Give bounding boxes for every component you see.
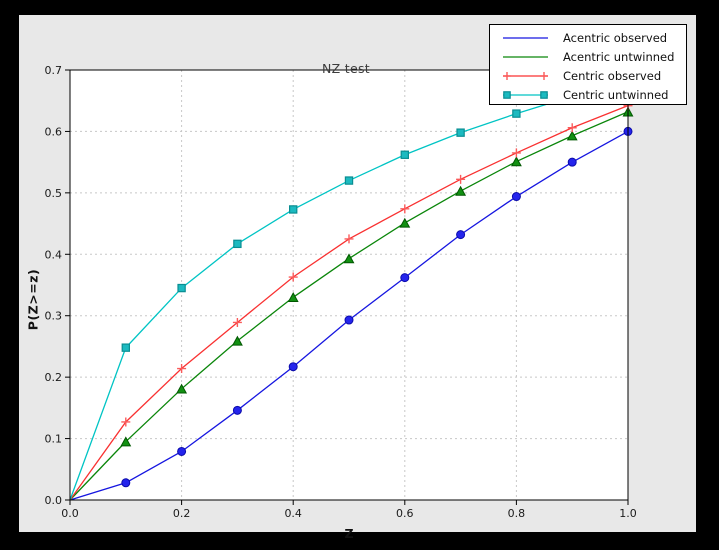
y-tick-label: 0.0 <box>45 494 63 507</box>
x-axis-label: Z <box>344 526 354 541</box>
axes-spines <box>69 69 629 501</box>
triangle-marker <box>455 185 467 196</box>
plot-area: 0.0 0.2 0.4 0.6 0.8 1.0 0.0 0.1 0.2 0.3 0.4 0.5 0.6 0… <box>45 64 637 520</box>
triangle-marker <box>399 217 411 228</box>
series-markers-acentric-untwinned <box>120 106 634 447</box>
legend-entry-centric-untwinned: Centric untwinned <box>490 85 686 104</box>
triangle-marker <box>231 335 243 346</box>
plot-background <box>70 70 628 500</box>
plus-marker <box>232 317 242 327</box>
plus-marker <box>177 364 187 374</box>
circle-marker <box>232 405 242 415</box>
circle-marker <box>456 230 466 240</box>
y-tick-label: 0.3 <box>45 310 63 323</box>
y-tick-label: 0.1 <box>45 433 63 446</box>
plus-marker <box>540 71 548 80</box>
y-tick-label: 0.4 <box>45 248 63 261</box>
legend-sample-centric-untwinned <box>503 90 548 99</box>
plus-marker <box>400 204 410 214</box>
y-tick-label: 0.5 <box>45 187 63 200</box>
plus-marker <box>344 234 354 244</box>
legend-entry-acentric-observed: Acentric observed <box>490 28 686 47</box>
square-marker <box>289 205 298 214</box>
square-marker <box>540 90 548 99</box>
y-tick-label: 0.6 <box>45 125 63 138</box>
plus-marker <box>503 71 511 80</box>
x-tick-label: 0.4 <box>284 507 302 520</box>
figure-canvas: 0.0 0.2 0.4 0.6 0.8 1.0 0.0 0.1 0.2 0.3 0.4 0.5 0.6 0… <box>19 15 696 541</box>
circle-marker <box>567 157 577 167</box>
legend-sample-centric-observed <box>503 71 548 80</box>
legend-sample-acentric-untwinned <box>503 55 548 58</box>
circle-marker <box>511 192 521 202</box>
square-marker <box>503 90 511 99</box>
triangle-marker <box>287 292 299 302</box>
square-marker <box>512 109 521 118</box>
plus-marker <box>567 123 577 133</box>
legend-label: Acentric untwinned <box>563 49 675 64</box>
x-tick-label: 0.8 <box>508 507 526 520</box>
square-marker <box>344 176 354 185</box>
square-marker <box>233 239 242 249</box>
square-marker <box>177 283 186 293</box>
circle-marker <box>288 362 298 372</box>
legend-label: Centric untwinned <box>563 87 669 102</box>
legend-label: Acentric observed <box>563 30 668 45</box>
legend-entry-centric-observed: Centric observed <box>490 66 686 85</box>
triangle-marker <box>120 436 132 447</box>
y-axis-label: P(Z>=z) <box>25 268 41 331</box>
circle-marker <box>344 315 354 325</box>
y-tick-label: 0.7 <box>45 64 63 77</box>
plus-marker <box>456 174 466 184</box>
chart-title: NZ test <box>322 61 370 76</box>
square-marker <box>456 128 465 137</box>
triangle-marker <box>176 383 188 394</box>
triangle-marker <box>566 130 578 141</box>
x-tick-label: 0.2 <box>173 507 191 520</box>
legend-box: Acentric observed Acentric untwinned Centr… <box>489 24 687 105</box>
x-tick-label: 1.0 <box>619 507 637 520</box>
legend-sample-acentric-observed <box>503 36 548 39</box>
series-markers-acentric-observed <box>121 126 633 488</box>
circle-marker <box>400 273 410 283</box>
legend-entry-acentric-untwinned: Acentric untwinned <box>490 47 686 66</box>
square-marker <box>400 150 410 159</box>
triangle-marker <box>343 253 355 264</box>
legend-label: Centric observed <box>563 68 662 83</box>
square-marker <box>121 343 130 352</box>
plus-marker <box>511 148 521 158</box>
plus-marker <box>121 417 131 427</box>
triangle-marker <box>510 156 522 167</box>
y-tick-label: 0.2 <box>45 371 63 384</box>
x-tick-label: 0.6 <box>396 507 414 520</box>
x-tick-label: 0.0 <box>61 507 79 520</box>
circle-marker <box>177 446 187 456</box>
plus-marker <box>288 272 298 282</box>
circle-marker <box>121 478 131 488</box>
